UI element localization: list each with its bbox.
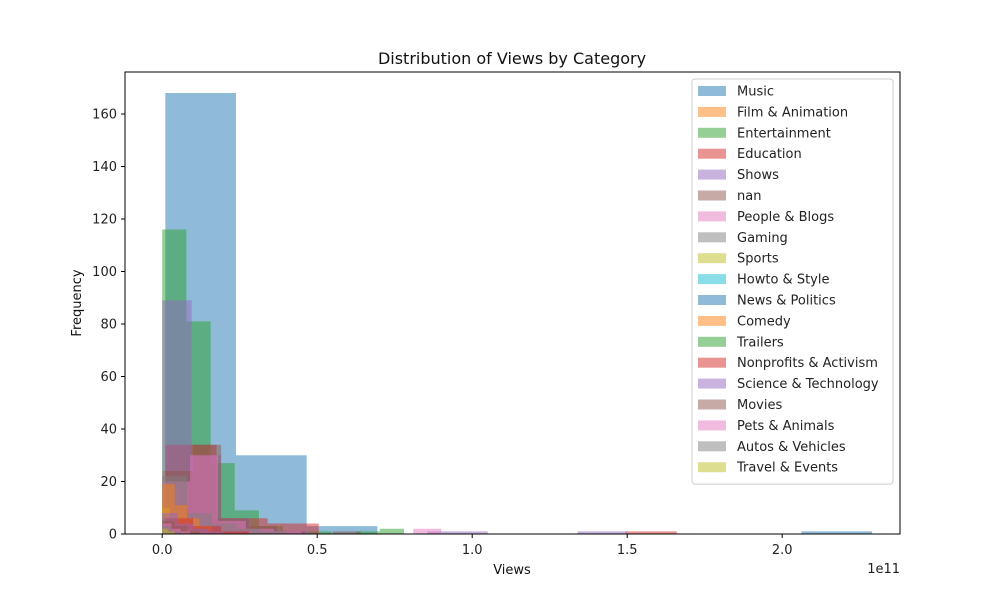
legend-swatch-people-blogs [698, 211, 726, 222]
y-axis-label: Frequency [70, 269, 85, 336]
legend-label-music: Music [737, 85, 774, 100]
y-tick-label: 40 [100, 423, 117, 438]
legend-label-movies: Movies [737, 398, 782, 413]
legend-swatch-science-technology [698, 378, 726, 389]
y-tick-label: 80 [100, 318, 117, 333]
legend-swatch-music [698, 86, 726, 96]
legend-swatch-nan [698, 190, 726, 201]
x-tick-label: 0.0 [152, 543, 173, 558]
legend-label-travel-events: Travel & Events [736, 461, 838, 476]
legend-swatch-comedy [698, 315, 726, 326]
x-tick-label: 0.5 [307, 543, 328, 558]
legend-swatch-news-politics [698, 295, 726, 305]
y-tick-label: 120 [92, 213, 117, 228]
legend-swatch-sports [698, 253, 726, 264]
legend-label-nonprofits-activism: Nonprofits & Activism [737, 356, 878, 371]
x-axis-ticks: 0.0 0.5 1.0 1.5 2.0 [152, 534, 793, 558]
bar-entertainment-6 [307, 531, 332, 535]
bar-shows-10 [577, 531, 628, 535]
legend-swatch-autos-vehicles [698, 441, 726, 452]
y-tick-label: 60 [100, 370, 117, 385]
bar-pets-animals-2 [180, 531, 191, 535]
legend-swatch-pets-animals [698, 420, 726, 431]
bar-education-9 [625, 531, 677, 535]
bars-layer [162, 93, 873, 535]
x-tick-label: 1.5 [617, 543, 638, 558]
legend-swatch-trailers [698, 336, 726, 347]
legend: Music Film & Animation Entertainment Educat… [691, 78, 894, 485]
y-tick-label: 0 [109, 528, 117, 543]
bar-travel-events-1 [168, 531, 175, 535]
legend-swatch-travel-events [698, 462, 726, 473]
bar-travel-events-0 [162, 528, 169, 534]
bar-people-blogs-4 [273, 531, 302, 535]
bar-science-technology-3 [208, 531, 225, 535]
bar-education-2 [267, 523, 319, 534]
legend-swatch-nonprofits-activism [698, 357, 726, 368]
bar-autos-vehicles-1 [171, 531, 181, 535]
y-tick-label: 20 [100, 475, 117, 490]
bar-gaming-3 [236, 528, 262, 534]
y-tick-label: 160 [92, 108, 117, 123]
legend-label-people-blogs: People & Blogs [737, 210, 834, 225]
y-tick-label: 140 [92, 160, 117, 175]
x-tick-label: 1.0 [462, 543, 483, 558]
legend-label-howto-style: Howto & Style [737, 273, 829, 288]
x-axis-label: Views [493, 563, 531, 578]
bar-gaming-4 [261, 531, 287, 535]
series-travel-events [162, 528, 175, 535]
y-tick-label: 100 [92, 265, 117, 280]
legend-swatch-film-animation [698, 106, 726, 117]
legend-swatch-education [698, 148, 726, 159]
bar-gaming-2 [211, 523, 237, 534]
legend-swatch-movies [698, 399, 726, 410]
legend-label-trailers: Trailers [736, 335, 784, 350]
legend-label-news-politics: News & Politics [737, 294, 836, 309]
bar-entertainment-9 [379, 528, 404, 534]
legend-swatch-gaming [698, 232, 726, 243]
legend-label-pets-animals: Pets & Animals [737, 419, 835, 434]
bar-music-2 [306, 526, 378, 535]
legend-label-comedy: Comedy [737, 314, 791, 329]
legend-swatch-entertainment [698, 127, 726, 138]
bar-movies-2 [187, 531, 200, 535]
legend-swatch-shows [698, 169, 726, 180]
bar-entertainment-8 [355, 531, 380, 535]
plot-frame [124, 71, 901, 535]
bar-people-blogs-9 [413, 528, 442, 534]
legend-label-education: Education [737, 147, 802, 162]
legend-swatch-howto-style [698, 274, 726, 285]
x-tick-label: 2.0 [772, 543, 793, 558]
legend-label-shows: Shows [737, 168, 779, 183]
y-axis-ticks: 0 20 40 60 80 100 120 140 160 [92, 108, 125, 543]
legend-label-film-animation: Film & Animation [737, 105, 848, 120]
legend-label-autos-vehicles: Autos & Vehicles [737, 440, 846, 455]
bar-music-9 [801, 531, 873, 535]
legend-label-gaming: Gaming [737, 231, 788, 246]
bar-pets-animals-1 [171, 528, 181, 534]
legend-label-sports: Sports [737, 252, 779, 267]
legend-label-science-technology: Science & Technology [737, 377, 879, 392]
bar-shows-9 [427, 531, 488, 535]
bar-science-technology-2 [193, 528, 209, 534]
legend-label-entertainment: Entertainment [737, 126, 831, 141]
bar-nonprofits-activism-2 [221, 531, 249, 535]
bar-nan-6 [332, 531, 361, 535]
x-axis-offset-label: 1e11 [867, 562, 900, 577]
legend-label-nan: nan [737, 189, 761, 204]
legend-box [691, 78, 894, 485]
chart-title: Distribution of Views by Category [378, 49, 646, 68]
